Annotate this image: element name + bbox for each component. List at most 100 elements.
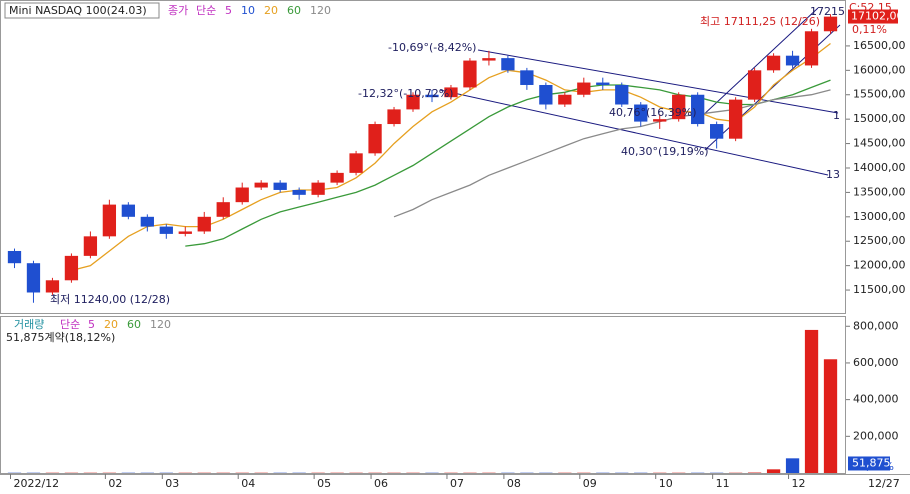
candle-body [178,231,192,234]
candle-body [64,255,79,281]
candle-body [444,87,458,98]
x-tick-label: 10 [659,477,673,490]
candle-body [520,70,534,85]
y-tick-label: 400,000 [853,393,899,406]
y-tick-label: 14000,00 [853,161,906,174]
annotation: 1 [833,109,840,122]
candle-body [596,82,610,85]
candle-body [558,94,572,105]
candle-body [766,55,781,71]
x-tick-label: 04 [241,477,255,490]
channel-line [477,49,839,114]
candle-body [235,187,249,203]
x-tick-label: 09 [583,477,597,490]
y-tick-label: 200,000 [853,429,899,442]
y-tick-label: 800,000 [853,319,899,332]
volume-bar [785,458,800,473]
candle-body [823,16,838,32]
candle-body [463,60,477,88]
y-tick-label: 14500,00 [853,137,906,150]
y-tick-label: 16500,00 [853,39,906,52]
candle-body [330,172,344,183]
candle-body [121,204,135,217]
candle-body [311,182,325,195]
candle-body [26,263,41,293]
candle-body [102,204,117,237]
candle-body [349,153,363,173]
y-tick-label: 15000,00 [853,112,906,125]
legend-item: 120 [150,318,171,331]
price-panel [0,0,846,314]
y-tick-label: 13500,00 [853,185,906,198]
y-tick-label: 15500,00 [853,88,906,101]
change-pct: 0,11% [852,23,887,36]
y-tick-label: 13000,00 [853,210,906,223]
candle-body [804,31,819,66]
x-tick-label: 2022/12 [13,477,59,490]
volume-bar [823,359,838,473]
candle-body [159,226,173,234]
volume-label: 51,875 [852,456,891,469]
channel-line [699,7,819,119]
legend-label: 단순 [196,4,216,17]
moving-average [393,89,831,218]
x-tick-label: 02 [108,477,122,490]
candle-body [728,99,743,139]
legend-item: 20 [264,4,278,17]
price-label: 17102,00 [851,10,904,23]
candle-body [691,94,705,125]
volume-title: 거래량 [14,318,44,331]
candle-body [501,58,515,71]
annotation: 17215 [810,5,845,18]
candle-body [406,94,420,110]
candle-body [672,94,686,120]
legend-item: 20 [104,318,118,331]
candle-body [368,124,382,154]
candle-body [273,182,287,190]
legend-item: 5 [225,4,232,17]
candle-body [482,58,496,61]
annotation: -10,69°(-8,42%) [388,41,476,54]
candle-body [425,94,439,98]
x-tick-label: 12 [792,477,806,490]
chart-title: Mini NASDAQ 100(24.03) [9,4,147,17]
candle-body [387,109,401,125]
channel-line [439,89,829,176]
candle-body [634,104,648,122]
candle-body [292,189,306,195]
candle-body [197,216,211,232]
annotation: 최고 17111,25 (12/26) [700,15,820,28]
candle-body [747,70,762,100]
candle-body [45,280,60,293]
y-tick-label: 16000,00 [853,63,906,76]
candle-body [577,82,591,95]
volume-bar [804,329,819,473]
candle-body [785,55,800,66]
annotation: -12,32°(-10,72%) [358,87,453,100]
annotation: 13 [826,168,840,181]
current-date: 12/27 [868,477,900,490]
annotation: 40,76°(16,39%) [609,106,697,119]
y-tick-label: 12000,00 [853,259,906,272]
legend-item: 10 [241,4,255,17]
legend-label: 단순 [60,318,80,331]
y-tick-label: 600,000 [853,356,899,369]
annotation: 최저 11240,00 (12/28) [50,293,170,306]
legend-item: 120 [310,4,331,17]
y-tick-label: 11500,00 [853,283,906,296]
price-box [848,9,898,24]
plot [7,14,838,473]
volume-note: 51,875계약(18,12%) [6,330,115,344]
candle-body [140,216,154,227]
volume-bar [766,469,781,473]
candle-body [710,124,724,139]
candle-body [615,84,629,105]
legend-item: 5 [88,318,95,331]
candle-body [216,202,230,217]
candle-body [254,182,268,188]
legend-label: 종가 [168,4,188,17]
x-tick-label: 07 [450,477,464,490]
volume-box [848,456,890,471]
y-tick-label: 12500,00 [853,234,906,247]
